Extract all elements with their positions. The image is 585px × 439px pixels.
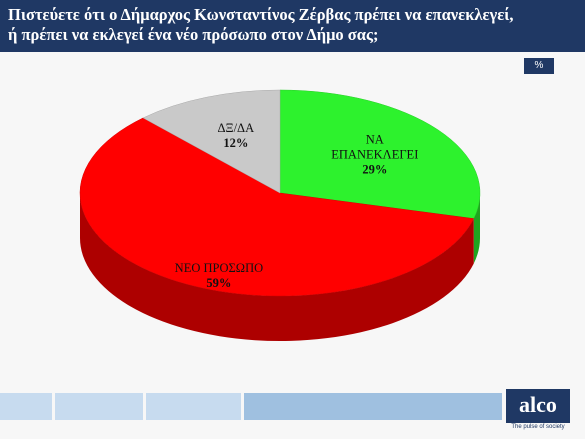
category-label: ΔΞ/ΔΑ (217, 120, 255, 135)
slice (79, 117, 475, 297)
category-label: ΝΑ ΕΠΑΝΕΚΛΕΓΕΙ (331, 132, 419, 162)
footer-segment (146, 393, 241, 420)
slice-side (79, 193, 474, 342)
title-bar: Πιστεύετε ότι ο Δήμαρχος Κωνσταντίνος Ζέ… (0, 0, 585, 52)
slice-label: ΔΞ/ΔΑ 12% (218, 121, 255, 151)
slice (279, 89, 481, 219)
slice-side (473, 193, 480, 264)
title-line: ή πρέπει να εκλεγεί ένα νέο πρόσωπο στον… (8, 25, 379, 44)
footer-strip (0, 393, 585, 420)
title-line: Πιστεύετε ότι ο Δήμαρχος Κωνσταντίνος Ζέ… (8, 5, 514, 24)
slice-label: ΝΕΟ ΠΡΟΣΩΠΟ 59% (175, 261, 263, 291)
footer-segment (244, 393, 502, 420)
slice-label: ΝΑ ΕΠΑΝΕΚΛΕΓΕΙ 29% (325, 133, 425, 178)
value-label: 29% (362, 162, 388, 177)
logo-tagline: The pulse of society (511, 424, 565, 430)
value-label: 12% (223, 135, 249, 150)
footer-segment (55, 393, 143, 420)
value-label: 59% (206, 276, 232, 291)
logo: alco (506, 389, 570, 423)
footer-segment (0, 393, 52, 420)
category-label: ΝΕΟ ΠΡΟΣΩΠΟ (174, 261, 264, 276)
slice (142, 89, 281, 194)
unit-badge: % (524, 58, 554, 74)
